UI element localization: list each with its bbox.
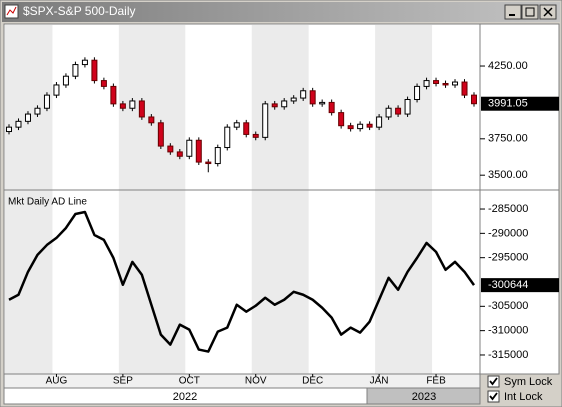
candle-body xyxy=(433,80,440,84)
x-tick-label: OCT xyxy=(179,376,200,387)
month-band xyxy=(251,25,309,374)
date-axis xyxy=(3,373,481,389)
candle-body xyxy=(461,81,468,96)
y-tick-label: 3750.00 xyxy=(488,133,528,145)
candle-body xyxy=(233,122,240,128)
window-title: $SPX-S&P 500-Daily xyxy=(23,4,136,18)
window-buttons[interactable] xyxy=(504,4,557,20)
candle-body xyxy=(243,122,250,135)
x-tick-label: AUG xyxy=(46,376,68,387)
candle-body xyxy=(281,100,288,108)
candle-body xyxy=(91,59,98,82)
month-bands xyxy=(5,25,433,374)
x-tick-label: DEC xyxy=(302,376,323,387)
candle-body xyxy=(357,123,364,130)
title-bar xyxy=(2,2,560,22)
candle-body xyxy=(167,145,174,153)
window-icon-glyph xyxy=(6,6,17,16)
y-tick-label: -310000 xyxy=(488,325,528,337)
candle-body xyxy=(119,103,126,109)
candle-body xyxy=(442,82,449,86)
candle-body xyxy=(347,125,354,130)
candle-body xyxy=(328,101,335,114)
candle-body xyxy=(214,147,221,165)
candle-body xyxy=(157,122,164,147)
candle-body xyxy=(385,107,392,118)
checkmark xyxy=(489,392,498,401)
y-tick-label: 3500.00 xyxy=(488,169,528,181)
last-value-box xyxy=(481,96,559,111)
last-value-label: -300644 xyxy=(488,279,528,291)
candle-body xyxy=(376,116,383,128)
candle-body xyxy=(395,107,402,115)
month-band xyxy=(118,25,186,374)
candle-body xyxy=(110,85,117,105)
y-tick-label: -315000 xyxy=(488,349,528,361)
candle-body xyxy=(205,161,212,165)
candle-body xyxy=(72,64,79,77)
candle-body xyxy=(53,84,60,96)
year-label: 2023 xyxy=(412,391,436,403)
maximize-button[interactable] xyxy=(521,4,539,20)
candle-body xyxy=(290,97,297,102)
candle-body xyxy=(252,133,259,138)
candle-body xyxy=(195,139,202,163)
y-tick-label: -305000 xyxy=(488,300,528,312)
x-tick-label: NOV xyxy=(245,376,267,387)
minimize-button[interactable] xyxy=(504,4,522,20)
candle-body xyxy=(414,85,421,101)
checkmark xyxy=(489,377,498,386)
year-label: 2022 xyxy=(173,391,197,403)
y-tick-label: -295000 xyxy=(488,252,528,264)
maximize-glyph xyxy=(525,7,535,17)
ad-line xyxy=(8,210,476,353)
candle-body xyxy=(62,75,69,86)
candle-body xyxy=(319,101,326,105)
candle-body xyxy=(262,103,269,138)
y-tick-label: -285000 xyxy=(488,203,528,215)
y-tick-label: 4250.00 xyxy=(488,60,528,72)
month-band xyxy=(5,25,53,374)
candle-body xyxy=(81,59,88,66)
candle-body xyxy=(43,94,50,109)
candle-body xyxy=(452,81,459,86)
candle-body xyxy=(15,120,22,128)
candle-body xyxy=(404,99,411,115)
candle-body xyxy=(24,113,31,122)
candle-body xyxy=(366,123,373,128)
x-tick-label: FEB xyxy=(426,376,446,387)
candle-body xyxy=(423,80,430,87)
pane-title: Mkt Daily AD Line xyxy=(8,197,87,208)
x-tick-label: JAN xyxy=(370,376,389,387)
candle-body xyxy=(148,116,155,124)
y-tick-label: -290000 xyxy=(488,227,528,239)
candle-body xyxy=(186,139,193,157)
candle-body xyxy=(224,126,231,149)
candle-body xyxy=(138,100,145,118)
candle-body xyxy=(271,103,278,108)
x-tick-label: SEP xyxy=(113,376,133,387)
candle-body xyxy=(6,126,12,133)
candle-body xyxy=(338,112,345,127)
candle-body xyxy=(300,90,307,99)
close-glyph xyxy=(543,7,553,17)
checkbox-label[interactable]: Sym Lock xyxy=(504,376,553,388)
last-value-box xyxy=(481,278,559,293)
candle-body xyxy=(309,90,316,105)
candle-body xyxy=(471,94,477,105)
checkbox-label[interactable]: Int Lock xyxy=(504,391,543,403)
year-strip-current xyxy=(366,387,481,405)
candle-body xyxy=(34,107,41,115)
month-band xyxy=(375,25,433,374)
last-value-label: 3991.05 xyxy=(488,98,528,110)
candle-body xyxy=(176,151,183,157)
candle-body xyxy=(129,100,136,109)
candle-body xyxy=(100,80,107,87)
